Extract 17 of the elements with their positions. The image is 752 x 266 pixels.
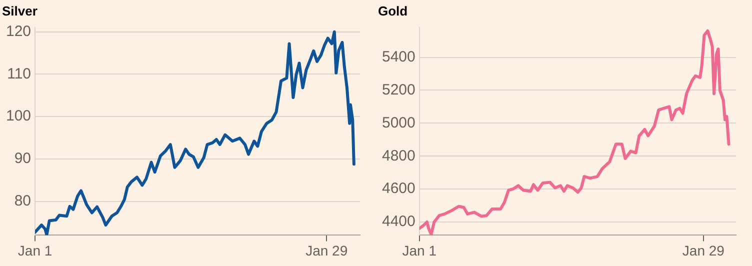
chart-title: Gold [378,3,408,18]
y-tick-label: 100 [6,108,32,125]
x-tick-label: Jan 29 [682,242,725,258]
x-tick-label: Jan 29 [306,242,348,258]
y-tick-label: 110 [7,65,32,82]
y-tick-label: 5200 [382,81,416,98]
x-tick-label: Jan 1 [18,242,52,258]
x-tick-label: Jan 1 [402,242,437,258]
y-tick-label: 120 [6,22,32,40]
y-tick-label: 4400 [382,213,416,230]
y-tick-label: 4800 [382,147,416,164]
chart-title: Silver [2,3,38,18]
y-tick-label: 5000 [382,114,416,132]
y-tick-label: 4600 [382,180,416,198]
y-tick-label: 80 [14,192,32,210]
y-tick-label: 5400 [382,48,416,66]
y-tick-label: 90 [14,150,32,168]
